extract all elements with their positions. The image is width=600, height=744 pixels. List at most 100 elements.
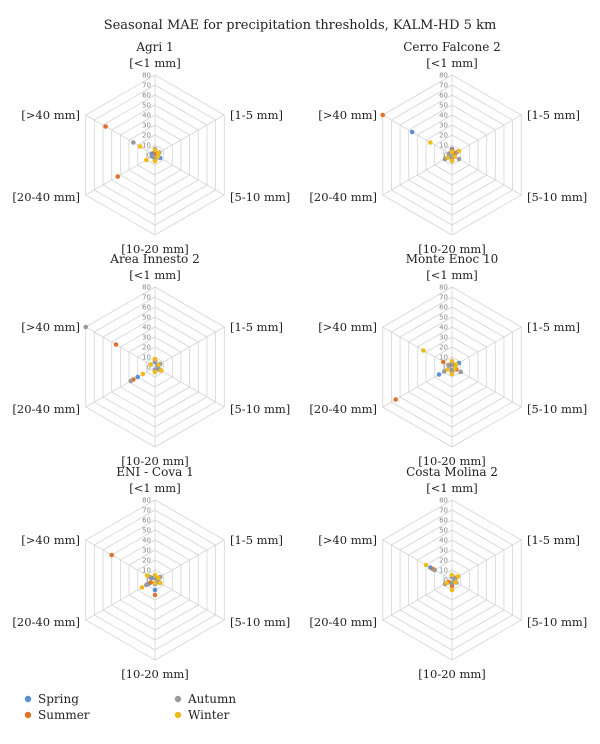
data-point-summer — [393, 397, 399, 402]
data-point-winter — [421, 348, 426, 353]
data-point-spring — [409, 129, 415, 135]
legend-label: Autumn — [187, 692, 236, 706]
tick-label: 60 — [142, 517, 151, 525]
data-point-autumn — [128, 378, 134, 384]
data-point-spring — [152, 587, 158, 593]
category-label: [1-5 mm] — [230, 533, 283, 547]
tick-label: 80 — [142, 72, 151, 80]
data-point-autumn — [441, 369, 447, 374]
tick-label: 70 — [142, 294, 151, 302]
data-point-winter — [152, 158, 158, 164]
tick-label: 0 — [147, 577, 151, 585]
grid-spoke — [451, 326, 522, 368]
data-point-summer — [441, 359, 446, 365]
legend-label: Winter — [188, 708, 230, 722]
legend-marker — [174, 695, 182, 703]
tick-label: 0 — [147, 152, 151, 160]
tick-label: 60 — [439, 517, 448, 525]
radar-panel: 0 10 20 30 40 50 60 70 80 Costa Molina 2 [<1 mm] [1… — [309, 465, 587, 681]
category-label: [5-10 mm] — [230, 402, 290, 416]
category-label: [<1 mm] — [426, 268, 477, 282]
category-label: [>40 mm] — [21, 533, 80, 547]
category-label: [<1 mm] — [129, 268, 180, 282]
data-point-winter — [445, 155, 450, 160]
data-point-autumn — [458, 369, 463, 375]
data-point-autumn — [144, 582, 149, 588]
category-label: [10-20 mm] — [418, 242, 486, 256]
category-label: [20-40 mm] — [12, 402, 80, 416]
tick-label: 20 — [439, 557, 448, 565]
data-point-winter — [449, 572, 455, 578]
data-point-winter — [455, 574, 461, 579]
tick-label: 50 — [142, 102, 151, 110]
tick-label: 80 — [439, 284, 448, 292]
tick-label: 20 — [439, 132, 448, 140]
tick-label: 60 — [439, 92, 448, 100]
tick-label: 40 — [439, 112, 448, 120]
grid-spoke — [451, 539, 522, 581]
tick-label: 20 — [142, 132, 151, 140]
category-label: [1-5 mm] — [527, 108, 580, 122]
panel-title: Monte Enoc 10 — [406, 252, 499, 266]
legend-marker — [24, 711, 32, 719]
tick-label: 50 — [142, 527, 151, 535]
tick-label: 20 — [142, 344, 151, 352]
data-point-winter — [148, 362, 153, 367]
tick-label: 80 — [439, 72, 448, 80]
data-point-spring — [436, 372, 442, 377]
tick-label: 10 — [142, 142, 151, 150]
legend-item-spring: Spring — [24, 692, 79, 706]
tick-label: 30 — [439, 547, 448, 555]
data-point-winter — [449, 371, 455, 377]
tick-label: 20 — [439, 344, 448, 352]
category-label: [>40 mm] — [21, 108, 80, 122]
tick-label: 10 — [142, 354, 151, 362]
data-point-winter — [137, 144, 143, 149]
tick-label: 10 — [142, 567, 151, 575]
tick-label: 20 — [142, 557, 151, 565]
grid-spoke — [85, 539, 156, 581]
radar-panel: 0 10 20 30 40 50 60 70 80 Cerro Falcone 2 [<1 mm] [… — [309, 40, 587, 256]
data-point-autumn — [432, 567, 437, 573]
data-point-autumn — [456, 156, 462, 162]
data-point-winter — [156, 362, 161, 368]
grid-spoke — [382, 579, 453, 621]
tick-label: 0 — [147, 364, 151, 372]
tick-label: 80 — [439, 497, 448, 505]
data-point-spring — [135, 374, 140, 380]
tick-label: 40 — [439, 324, 448, 332]
tick-label: 30 — [439, 334, 448, 342]
grid-spoke — [85, 114, 156, 156]
category-label: [1-5 mm] — [230, 108, 283, 122]
data-point-winter — [155, 154, 160, 159]
category-label: [5-10 mm] — [230, 615, 290, 629]
panel-title: Costa Molina 2 — [406, 465, 498, 479]
data-point-winter — [449, 158, 455, 164]
data-point-summer — [109, 552, 114, 558]
tick-label: 50 — [142, 314, 151, 322]
category-label: [20-40 mm] — [12, 615, 80, 629]
tick-label: 80 — [142, 284, 151, 292]
figure-title: Seasonal MAE for precipitation threshold… — [103, 18, 497, 33]
data-point-winter — [139, 585, 145, 590]
data-point-summer — [103, 124, 108, 129]
grid-spoke — [451, 154, 522, 196]
data-point-winter — [152, 572, 158, 578]
tick-label: 60 — [142, 304, 151, 312]
data-point-winter — [454, 362, 459, 367]
category-label: [1-5 mm] — [527, 533, 580, 547]
data-point-winter — [428, 140, 433, 145]
category-label: [>40 mm] — [21, 320, 80, 334]
data-point-winter — [156, 150, 161, 156]
tick-label: 80 — [142, 497, 151, 505]
tick-label: 30 — [439, 122, 448, 130]
grid-spoke — [451, 366, 522, 408]
tick-label: 10 — [439, 354, 448, 362]
category-label: [>40 mm] — [318, 108, 377, 122]
category-label: [<1 mm] — [426, 56, 477, 70]
legend-label: Summer — [38, 708, 90, 722]
radar-panel: 0 10 20 30 40 50 60 70 80 Monte Enoc 10 [<1 mm] [1-… — [309, 252, 587, 468]
grid-spoke — [154, 326, 225, 368]
data-point-autumn — [83, 324, 89, 330]
